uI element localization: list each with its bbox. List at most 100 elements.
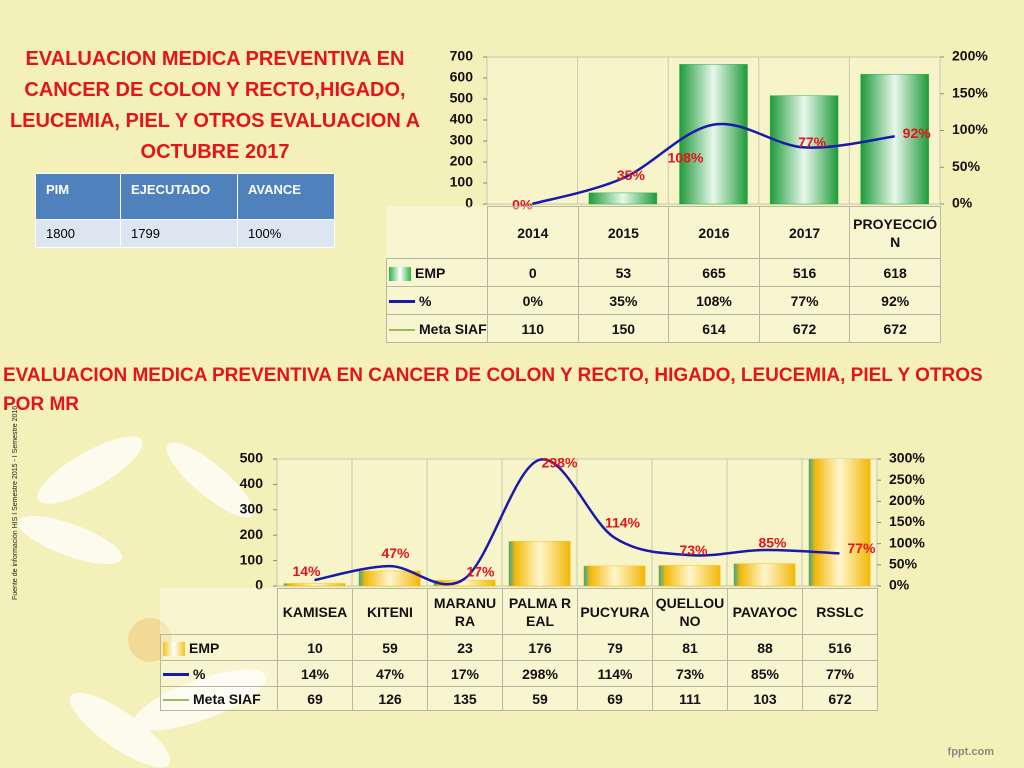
table-cell: 69 xyxy=(577,686,653,711)
x-tick-label: KITENI xyxy=(352,588,428,635)
legend-swatch xyxy=(389,266,411,281)
y-tick-label: 200 xyxy=(450,153,474,169)
table-cell: 108% xyxy=(668,286,760,315)
data-label: 47% xyxy=(381,545,410,561)
legend-label: Meta SIAF xyxy=(419,320,487,337)
legend-label: Meta SIAF xyxy=(193,690,261,707)
table-cell: 77% xyxy=(802,660,878,687)
table-cell: 10 xyxy=(277,634,353,661)
table-corner xyxy=(387,207,488,259)
table-cell: 100% xyxy=(237,219,335,248)
table-cell: 298% xyxy=(502,660,578,687)
line xyxy=(531,122,895,206)
y2-tick-label: 300% xyxy=(889,450,925,466)
table-row: EMP 0 53 665 516 618 xyxy=(386,258,941,287)
y-tick-label: 0 xyxy=(255,577,263,593)
x-tick-label: PALMA REAL xyxy=(502,588,578,635)
y2-tick-label: 0% xyxy=(889,577,910,593)
x-tick-label: PROYECCIÓN xyxy=(849,206,941,259)
table-cell: 110 xyxy=(487,314,579,343)
x-tick-label: PUCYURA xyxy=(577,588,653,635)
legend-entry: EMP xyxy=(386,258,488,287)
table-cell: 53 xyxy=(577,258,670,287)
table-corner xyxy=(161,589,278,635)
table-cell: 0 xyxy=(487,258,579,287)
table-cell: 92% xyxy=(849,286,941,315)
table-cell: 0% xyxy=(487,286,579,315)
legend-label: % xyxy=(419,292,432,309)
legend-swatch xyxy=(163,641,185,656)
table-cell: 1799 xyxy=(120,219,238,248)
y2-tick-label: 100% xyxy=(952,121,988,137)
legend-label: EMP xyxy=(189,639,220,656)
legend-entry: % xyxy=(160,660,278,687)
table-row: % 14% 47% 17% 298% 114% 73% 85% 77% xyxy=(160,660,878,687)
x-tick-label: QUELLOUNO xyxy=(652,588,728,635)
data-label: 73% xyxy=(679,542,708,558)
y2-tick-label: 250% xyxy=(889,471,925,487)
y2-tick-label: 150% xyxy=(952,84,988,100)
table-cell: 59 xyxy=(352,634,428,661)
watermark: fppt.com xyxy=(947,746,994,758)
data-label: 17% xyxy=(466,564,495,580)
x-tick-label: 2017 xyxy=(758,206,851,259)
bar xyxy=(283,583,346,587)
table-cell: 47% xyxy=(352,660,428,687)
table-cell: 516 xyxy=(802,634,878,661)
y-tick-label: 200 xyxy=(240,526,264,542)
table-row: KAMISEA KITENI MARANURA PALMA REAL PUCYURA QU… xyxy=(161,588,878,635)
y-tick-label: 300 xyxy=(450,132,474,148)
data-label: 108% xyxy=(668,149,704,165)
y-tick-label: 300 xyxy=(240,501,264,517)
table-cell: 618 xyxy=(849,258,941,287)
table-cell: 516 xyxy=(758,258,851,287)
bar xyxy=(588,192,658,205)
table-cell: 14% xyxy=(277,660,353,687)
table-header: AVANCE xyxy=(237,173,335,220)
data-label: 77% xyxy=(798,134,827,150)
y-tick-label: 0 xyxy=(465,195,473,211)
table-cell: 1800 xyxy=(35,219,121,248)
table-row: 2014 2015 2016 2017 PROYECCIÓN xyxy=(387,206,941,259)
legend-entry: Meta SIAF xyxy=(386,314,488,343)
chart-title: EVALUACION MEDICA PREVENTIVA EN CANCER D… xyxy=(3,365,983,415)
x-tick-label: KAMISEA xyxy=(277,588,353,635)
line xyxy=(314,458,840,586)
y-tick-label: 500 xyxy=(450,90,474,106)
legend-entry: % xyxy=(386,286,488,315)
legend-entry: EMP xyxy=(160,634,278,661)
x-tick-label: RSSLC xyxy=(802,588,878,635)
legend-label: % xyxy=(193,665,206,682)
bar xyxy=(358,570,421,587)
data-table: 2014 2015 2016 2017 PROYECCIÓN EMP 0 53 665 516 61… xyxy=(386,206,941,343)
legend-swatch xyxy=(389,300,415,304)
table-cell: 672 xyxy=(758,314,851,343)
data-label: 14% xyxy=(292,563,321,579)
legend-swatch xyxy=(163,673,189,677)
data-label: 77% xyxy=(847,540,876,556)
y2-tick-label: 200% xyxy=(952,48,988,64)
y-tick-label: 100 xyxy=(240,551,264,567)
table-cell: 126 xyxy=(352,686,428,711)
bar xyxy=(808,459,871,587)
table-cell: 135 xyxy=(427,686,503,711)
table-cell: 111 xyxy=(652,686,728,711)
table-cell: 85% xyxy=(727,660,803,687)
table-row: EMP 10 59 23 176 79 81 88 516 xyxy=(160,634,878,661)
table-cell: 35% xyxy=(577,286,670,315)
table-cell: 103 xyxy=(727,686,803,711)
table-cell: 88 xyxy=(727,634,803,661)
table-cell: 150 xyxy=(577,314,670,343)
x-tick-label: MARANURA xyxy=(427,588,503,635)
table-cell: 614 xyxy=(668,314,760,343)
data-label: 85% xyxy=(758,535,787,551)
table-cell: 79 xyxy=(577,634,653,661)
table-row: Meta SIAF 69 126 135 59 69 111 103 672 xyxy=(160,686,878,711)
table-cell: 73% xyxy=(652,660,728,687)
y2-tick-label: 50% xyxy=(952,158,981,174)
y-tick-label: 600 xyxy=(450,69,474,85)
legend-entry: Meta SIAF xyxy=(160,686,278,711)
data-table: KAMISEA KITENI MARANURA PALMA REAL PUCYURA QU… xyxy=(160,588,878,711)
